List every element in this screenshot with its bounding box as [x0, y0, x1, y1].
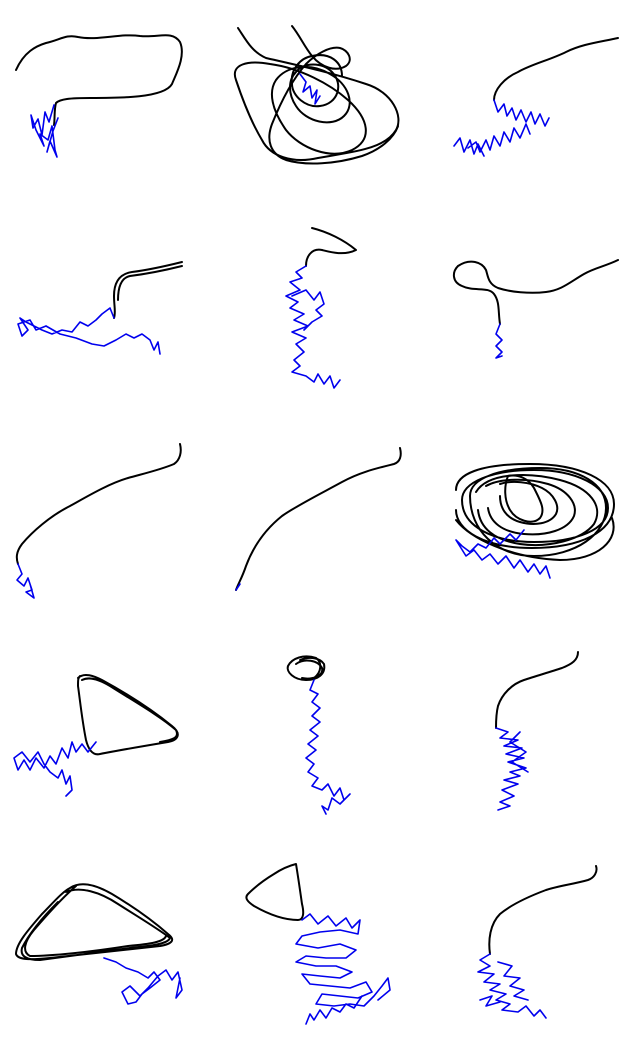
panel-r4-c2: [286, 655, 351, 815]
loop-trace: [493, 37, 619, 101]
panel-r4-c3: [495, 651, 579, 811]
loop-trace: [15, 883, 174, 961]
panel-r2-c3: [452, 259, 619, 359]
loop-trace: [15, 443, 182, 565]
jitter-trace: [30, 104, 59, 158]
loop-trace: [452, 259, 619, 325]
panel-r2-c2: [285, 227, 357, 389]
loop-trace: [488, 865, 598, 955]
loop-trace: [495, 651, 579, 729]
jitter-trace: [477, 953, 547, 1019]
jitter-trace: [285, 265, 341, 389]
jitter-trace: [295, 913, 391, 1025]
jitter-trace: [455, 529, 551, 579]
panel-r1-c3: [453, 37, 619, 157]
jitter-trace: [299, 73, 321, 105]
loop-trace: [305, 227, 357, 267]
loop-trace: [455, 463, 615, 561]
loop-trace-2: [268, 25, 399, 165]
loop-trace-2: [504, 474, 544, 523]
jitter-trace: [495, 727, 529, 811]
loop-trace: [235, 447, 402, 591]
jitter-trace: [103, 957, 183, 1005]
panel-r1-c1: [15, 34, 183, 158]
panel-r5-c2: [245, 863, 391, 1025]
loop-trace: [77, 673, 179, 756]
panel-r2-c1: [17, 261, 183, 355]
jitter-trace: [235, 583, 241, 591]
panel-r3-c3: [455, 463, 615, 579]
loop-trace: [113, 261, 183, 319]
loop-trace: [245, 863, 305, 921]
jitter-trace: [305, 679, 351, 815]
panel-r5-c1: [15, 883, 183, 1005]
jitter-trace: [13, 741, 97, 797]
jitter-trace: [495, 323, 503, 359]
panel-r4-c1: [13, 673, 179, 797]
panel-r5-c3: [477, 865, 598, 1019]
loop-trace: [15, 34, 183, 126]
jitter-trace: [17, 307, 161, 355]
panel-r3-c2: [235, 447, 402, 591]
panel-r3-c1: [15, 443, 182, 599]
panel-r1-c2: [233, 25, 400, 165]
loop-trace: [286, 655, 326, 681]
jitter-trace: [16, 563, 35, 599]
jitter-trace: [453, 99, 550, 157]
